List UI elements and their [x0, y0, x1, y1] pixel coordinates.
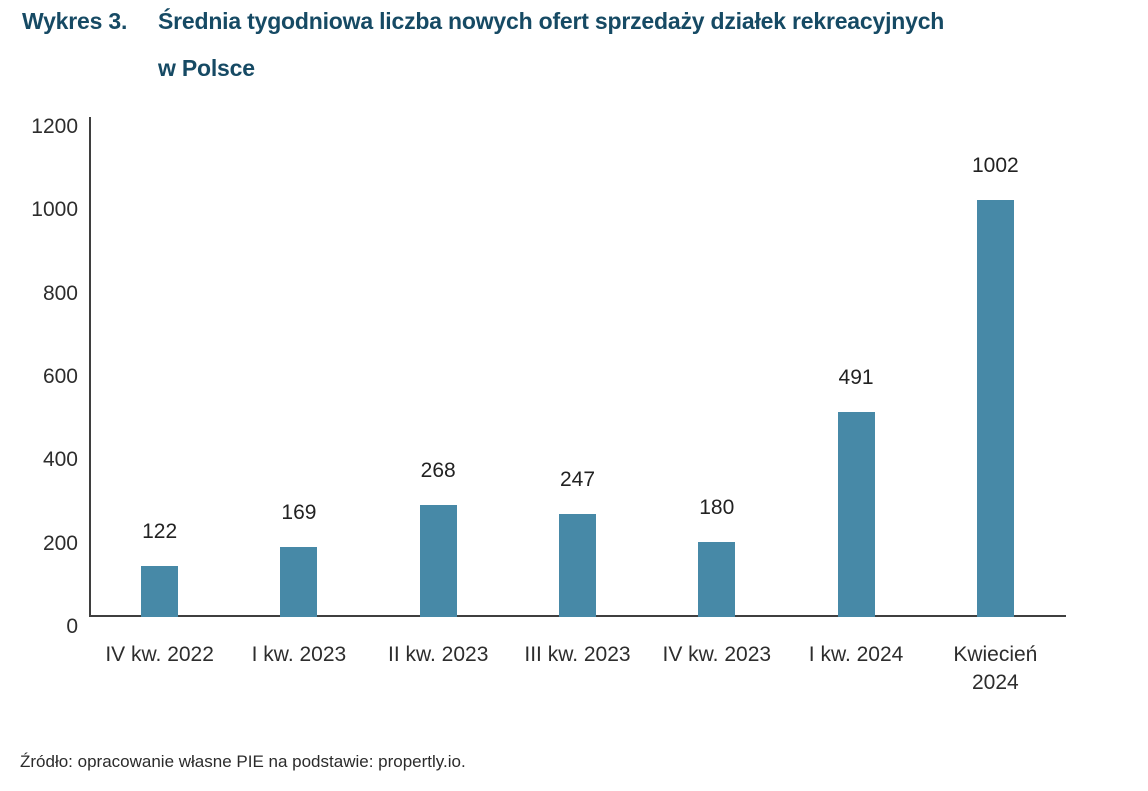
bar	[419, 505, 457, 617]
y-axis-line	[89, 117, 91, 617]
x-category-label: I kw. 2024	[808, 643, 904, 666]
y-tick-label: 1000	[31, 198, 78, 222]
bar	[837, 412, 875, 617]
bar-value-label: 180	[699, 496, 735, 519]
y-tick-label: 1200	[31, 115, 78, 138]
x-category-label: I kw. 2023	[251, 643, 347, 666]
bar	[280, 546, 318, 617]
bar	[141, 566, 179, 617]
bar-value-label: 247	[559, 468, 596, 492]
x-category-label: Kwiecień 2024	[953, 643, 1038, 694]
x-category-label: IV kw. 2023	[662, 643, 772, 666]
x-category-label: IV kw. 2022	[105, 643, 214, 666]
figure-title-line-2: w Polsce	[158, 55, 255, 81]
figure-title-line-1: Średnia tygodniowa liczba nowych ofert s…	[158, 8, 945, 34]
y-tick-label: 600	[42, 365, 78, 388]
bar	[559, 514, 596, 617]
bar	[976, 199, 1014, 617]
figure-label: Wykres 3.	[22, 8, 128, 34]
y-tick-label: 800	[42, 281, 78, 305]
x-category-label: III kw. 2023	[524, 643, 631, 666]
source-note: Źródło: opracowanie własne PIE na podsta…	[20, 752, 466, 771]
y-tick-label: 400	[42, 448, 78, 472]
bar-value-label: 491	[838, 366, 874, 390]
y-tick-label: 0	[66, 615, 78, 638]
bar-value-label: 268	[420, 459, 456, 483]
bar-value-label: 122	[142, 520, 178, 544]
bar	[698, 542, 736, 617]
y-tick-label: 200	[42, 531, 78, 555]
bar-value-label: 169	[281, 500, 317, 524]
bar-value-label: 1002	[971, 153, 1019, 177]
x-category-label: II kw. 2023	[388, 643, 489, 666]
